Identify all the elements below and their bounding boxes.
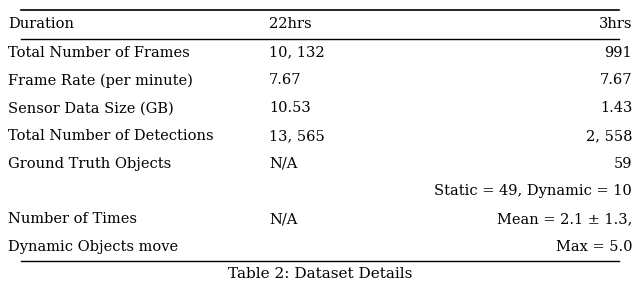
Text: 59: 59 bbox=[614, 157, 632, 171]
Text: N/A: N/A bbox=[269, 212, 298, 226]
Text: 7.67: 7.67 bbox=[600, 73, 632, 88]
Text: Static = 49, Dynamic = 10: Static = 49, Dynamic = 10 bbox=[435, 184, 632, 198]
Text: Max = 5.0: Max = 5.0 bbox=[556, 240, 632, 254]
Text: 7.67: 7.67 bbox=[269, 73, 301, 88]
Text: Frame Rate (per minute): Frame Rate (per minute) bbox=[8, 73, 193, 88]
Text: 13, 565: 13, 565 bbox=[269, 129, 324, 143]
Text: Sensor Data Size (GB): Sensor Data Size (GB) bbox=[8, 101, 173, 115]
Text: Dynamic Objects move: Dynamic Objects move bbox=[8, 240, 178, 254]
Text: 991: 991 bbox=[605, 46, 632, 60]
Text: 2, 558: 2, 558 bbox=[586, 129, 632, 143]
Text: 10, 132: 10, 132 bbox=[269, 46, 324, 60]
Text: Table 2: Dataset Details: Table 2: Dataset Details bbox=[228, 267, 412, 281]
Text: 10.53: 10.53 bbox=[269, 101, 311, 115]
Text: Duration: Duration bbox=[8, 17, 74, 31]
Text: N/A: N/A bbox=[269, 157, 298, 171]
Text: 1.43: 1.43 bbox=[600, 101, 632, 115]
Text: 22hrs: 22hrs bbox=[269, 17, 312, 31]
Text: Total Number of Detections: Total Number of Detections bbox=[8, 129, 213, 143]
Text: Ground Truth Objects: Ground Truth Objects bbox=[8, 157, 171, 171]
Text: Mean = 2.1 ± 1.3,: Mean = 2.1 ± 1.3, bbox=[497, 212, 632, 226]
Text: 3hrs: 3hrs bbox=[599, 17, 632, 31]
Text: Number of Times: Number of Times bbox=[8, 212, 137, 226]
Text: Total Number of Frames: Total Number of Frames bbox=[8, 46, 189, 60]
